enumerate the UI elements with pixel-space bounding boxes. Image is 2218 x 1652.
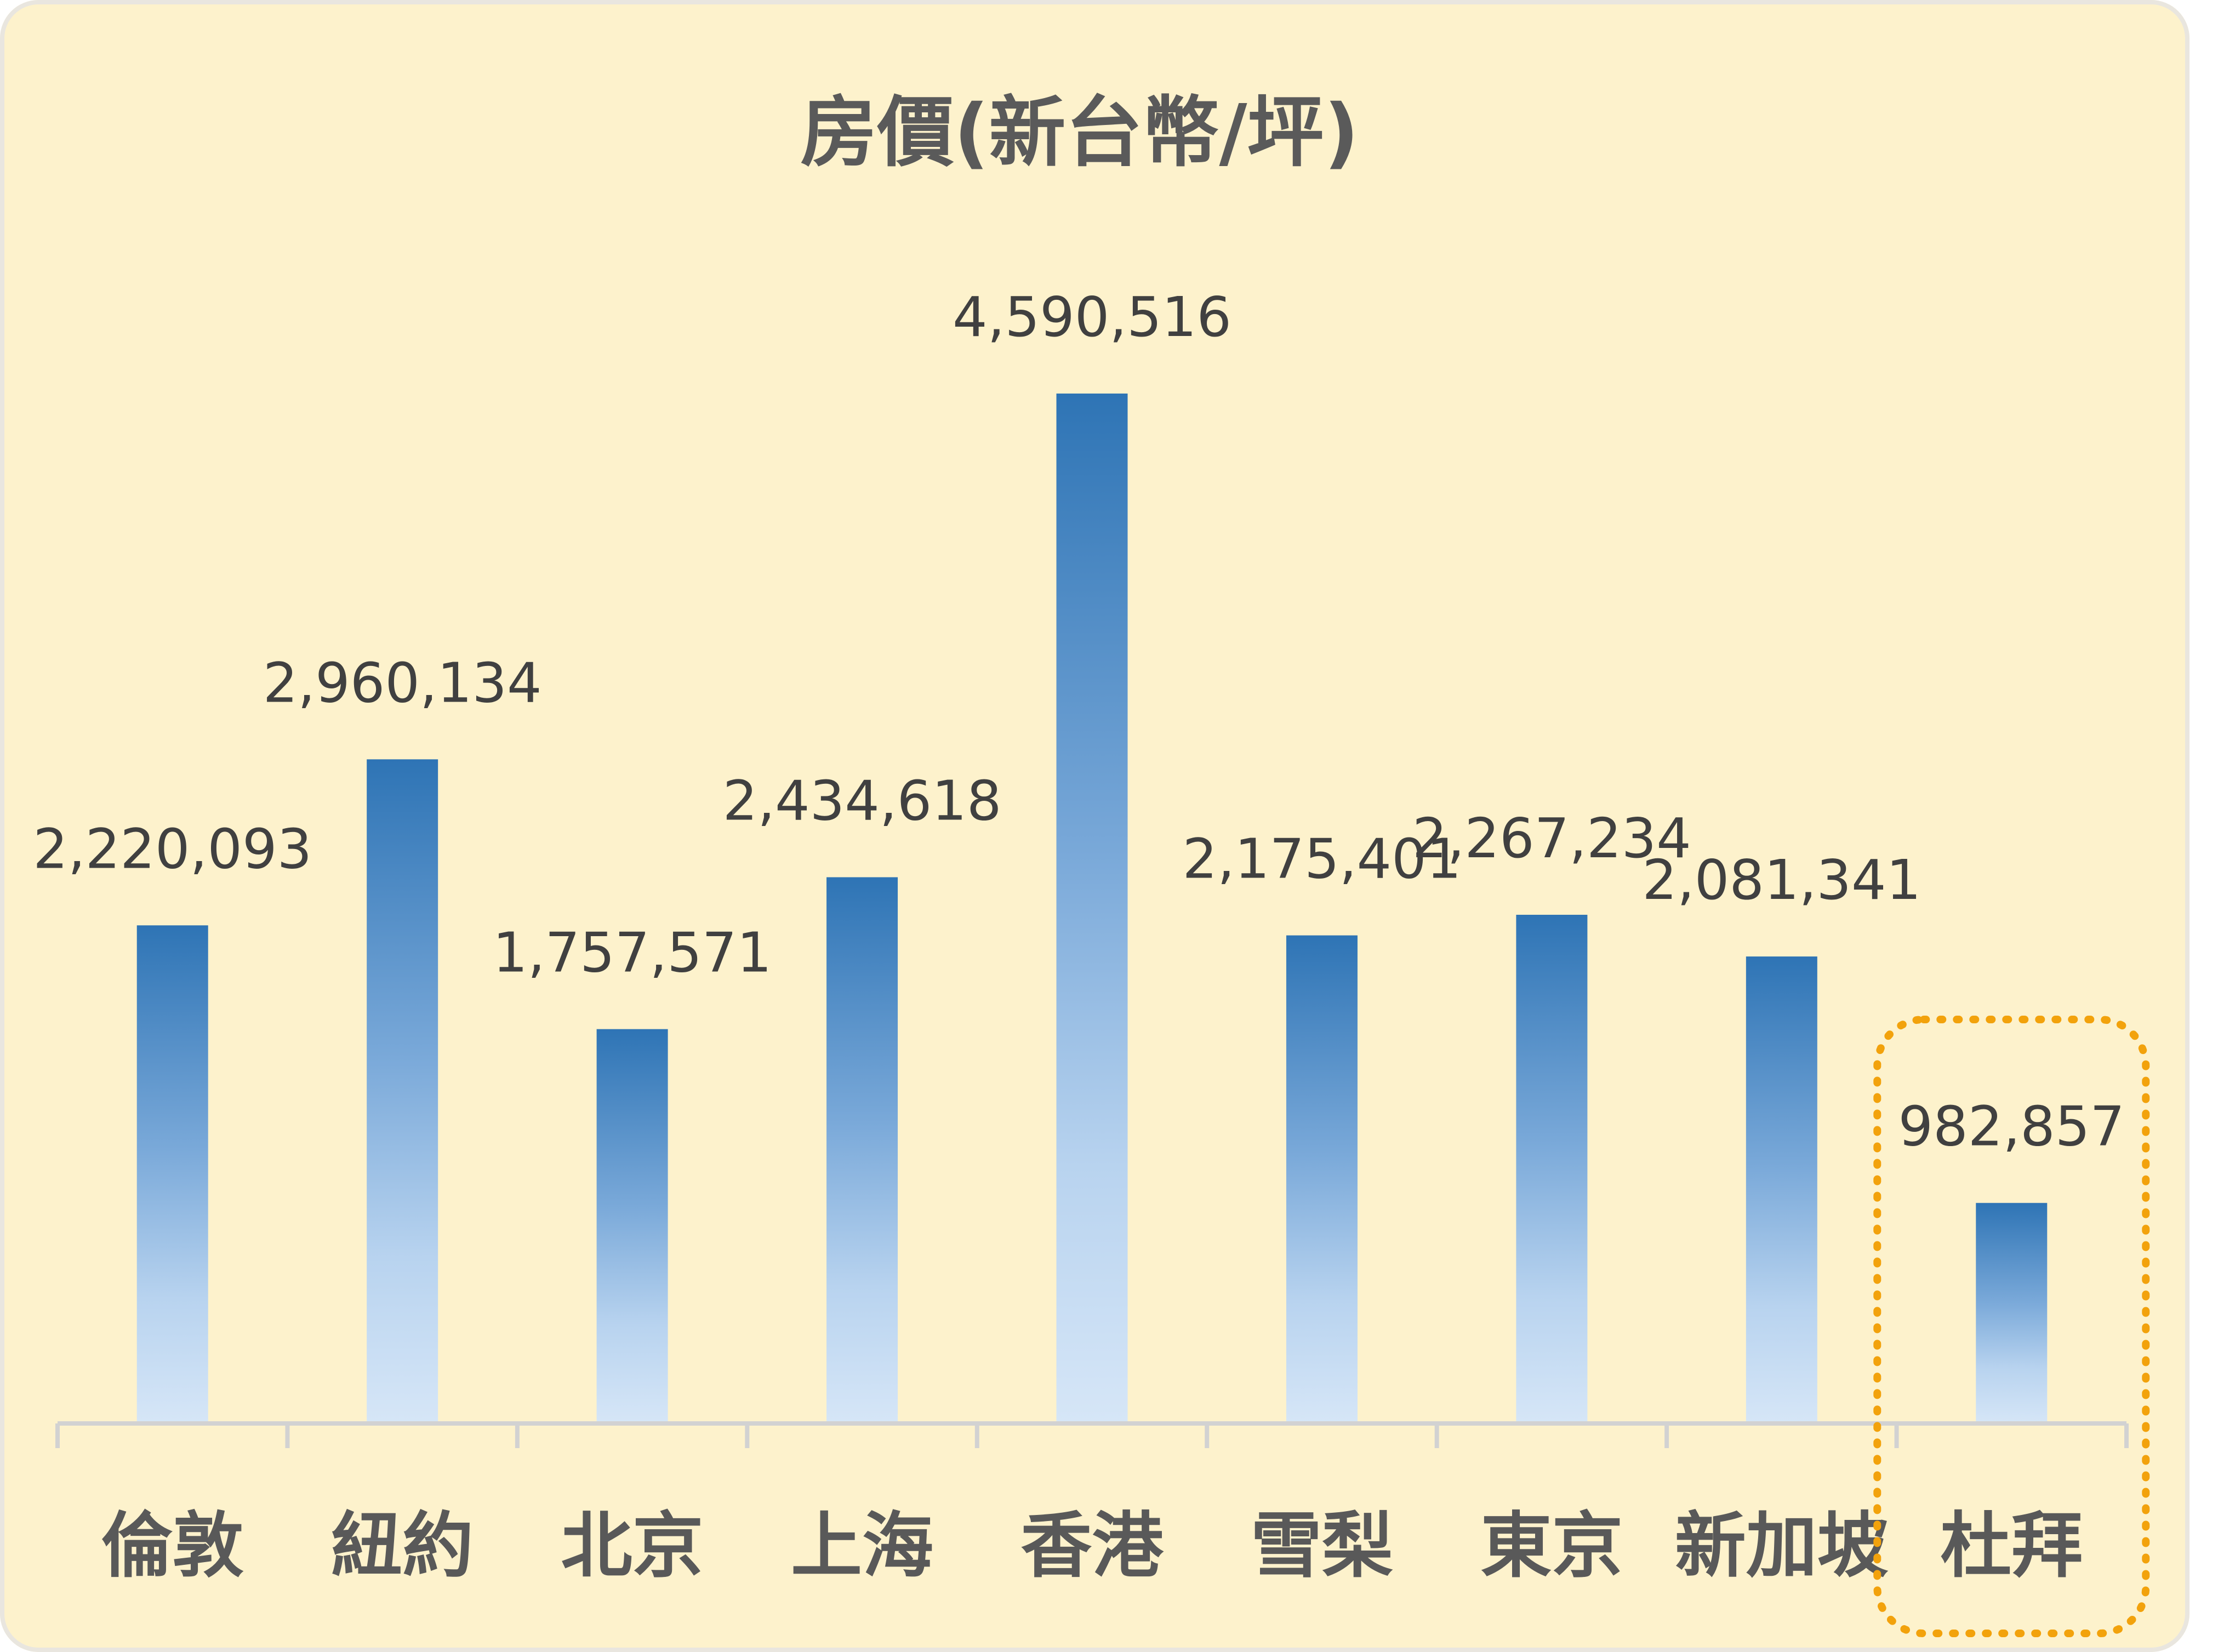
bar [136, 925, 208, 1423]
bar [1056, 394, 1128, 1423]
bars-layer [136, 394, 2048, 1423]
data-label: 2,434,618 [723, 768, 1002, 833]
data-label: 2,081,341 [1642, 848, 1921, 912]
bar [1746, 956, 1817, 1423]
data-label: 2,220,093 [33, 817, 312, 881]
category-label: 新加坡 [1675, 1504, 1889, 1587]
x-axis [55, 1421, 2129, 1448]
category-label: 杜拜 [1940, 1504, 2083, 1587]
category-label: 紐約 [331, 1504, 474, 1587]
bar [1286, 935, 1358, 1423]
data-label: 4,590,516 [953, 285, 1231, 349]
category-label: 香港 [1020, 1504, 1164, 1587]
category-label: 北京 [561, 1504, 704, 1587]
highlight-box [1873, 1016, 2150, 1637]
data-label: 2,960,134 [263, 651, 542, 715]
bar [367, 759, 438, 1423]
data-label: 982,857 [1898, 1095, 2125, 1159]
bar [596, 1029, 668, 1423]
data-label: 2,267,234 [1412, 806, 1691, 870]
chart-title: 房價(新台幣/坪) [800, 88, 1359, 178]
bar [1976, 1203, 2048, 1423]
highlight-layer [1873, 1016, 2150, 1637]
data-label: 2,175,401 [1182, 827, 1461, 891]
category-label: 東京 [1480, 1504, 1623, 1587]
bar [1516, 914, 1588, 1423]
category-label: 倫敦 [101, 1504, 244, 1587]
category-label: 雪梨 [1251, 1504, 1393, 1587]
bar [826, 877, 898, 1423]
category-label: 上海 [791, 1504, 933, 1587]
data-label: 1,757,571 [493, 921, 772, 985]
category-labels-layer: 倫敦 紐約 北京 上海 香港 雪梨 東京 新加坡 杜拜 [101, 1504, 2083, 1587]
value-labels-layer: 2,220,093 2,960,134 1,757,571 2,434,618 4,59… [33, 285, 2125, 1159]
